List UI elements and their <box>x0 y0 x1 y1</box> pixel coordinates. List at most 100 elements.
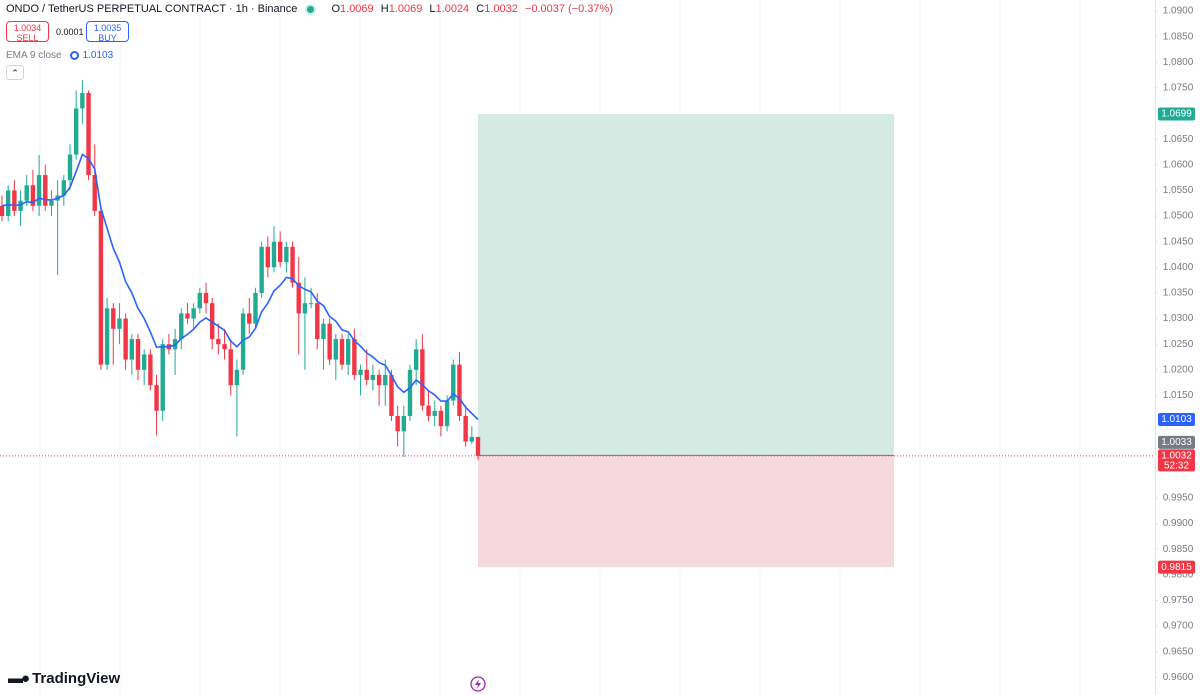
candle-body <box>222 344 227 350</box>
candle-body <box>111 308 116 329</box>
candle-body <box>333 339 339 360</box>
indicator-icon <box>69 50 79 60</box>
replay-icon-bolt <box>475 679 481 689</box>
y-tick-label: 1.0800 <box>1163 57 1194 68</box>
high-value: 1.0069 <box>388 3 423 15</box>
collapse-button[interactable]: ⌃ <box>6 65 24 80</box>
candle-body <box>253 292 258 324</box>
candle-body <box>104 308 110 365</box>
candle-body <box>395 415 400 432</box>
candle-body <box>315 303 320 340</box>
sell-button[interactable]: 1.0034 SELL <box>6 21 49 43</box>
y-tick-label: 0.9850 <box>1163 544 1194 555</box>
low-key: L <box>429 3 436 15</box>
candle-body <box>5 190 11 217</box>
candle-body <box>407 369 413 416</box>
y-tick-label: 1.0600 <box>1163 159 1194 170</box>
candle-body <box>339 339 345 365</box>
candle-body <box>30 185 36 206</box>
y-tick-label: 1.0500 <box>1163 211 1194 222</box>
high-key: H <box>380 3 389 15</box>
candle-body <box>426 405 431 416</box>
y-tick-label: 1.0900 <box>1163 6 1194 17</box>
candle-body <box>247 313 252 324</box>
y-tick-label: 0.9800 <box>1163 569 1194 580</box>
buy-price: 1.0035 <box>93 23 122 33</box>
entry-label-bg <box>1158 435 1195 449</box>
candle-body <box>345 339 351 365</box>
candle-body <box>271 241 277 268</box>
ema-line <box>1 153 479 421</box>
sell-price: 1.0034 <box>13 23 42 33</box>
candle-body <box>141 354 147 370</box>
close-key: C <box>476 3 485 15</box>
indicator-name: EMA 9 close <box>6 50 62 61</box>
stop-label: 0.9815 <box>1161 562 1192 573</box>
candle-body <box>203 292 209 304</box>
y-tick-label: 1.0400 <box>1163 262 1194 273</box>
last-price-label-countdown: 52:32 <box>1164 461 1189 472</box>
candle-body <box>259 246 264 293</box>
indicator-legend[interactable]: EMA 9 close 1.0103 <box>6 50 113 61</box>
candle-body <box>457 364 462 416</box>
candle-body <box>370 374 376 381</box>
open-value: 1.0069 <box>340 3 374 15</box>
candle-body <box>80 93 85 109</box>
candle-body <box>117 318 122 329</box>
branding: ▬● TradingView <box>8 670 120 687</box>
buy-label: BUY <box>98 33 117 43</box>
candle-body <box>463 415 468 442</box>
y-tick-label: 1.0650 <box>1163 134 1194 145</box>
close-value: 1.0032 <box>484 3 518 15</box>
candle-body <box>160 344 165 411</box>
brand-name: TradingView <box>32 670 121 687</box>
y-tick-label: 0.9900 <box>1163 518 1194 529</box>
candle-body <box>123 318 128 360</box>
candle-body <box>67 154 73 181</box>
candle-body <box>413 349 419 370</box>
candle-body <box>197 292 203 309</box>
ema-label: 1.0103 <box>1161 414 1192 425</box>
candle-body <box>432 410 437 416</box>
indicator-value: 1.0103 <box>82 50 114 61</box>
y-tick-label: 1.0200 <box>1163 364 1194 375</box>
y-tick-label: 0.9950 <box>1163 493 1194 504</box>
open-key: O <box>331 3 341 15</box>
y-tick-label: 1.0450 <box>1163 236 1194 247</box>
candle-body <box>209 303 215 340</box>
last-price-label: 1.0032 <box>1161 451 1192 462</box>
candle-body <box>321 323 326 340</box>
candle-body <box>358 369 363 375</box>
candle-body <box>154 385 159 411</box>
candle-body <box>24 185 29 201</box>
last-price-label-bg <box>1158 449 1195 472</box>
candle-body <box>135 339 141 370</box>
logo: ▬● <box>8 670 30 687</box>
candle-body <box>49 200 54 206</box>
candle-body <box>401 415 407 432</box>
symbol[interactable]: ONDO / TetherUS PERPETUAL CONTRACT · 1h … <box>6 3 298 15</box>
candle-body <box>61 180 67 196</box>
buy-button[interactable]: 1.0035 BUY <box>86 21 129 43</box>
candle-body <box>148 354 153 386</box>
candle-body <box>228 349 233 386</box>
candle-body <box>352 339 357 375</box>
y-tick-label: 1.0750 <box>1163 83 1194 94</box>
candle-body <box>475 436 481 456</box>
candle-body <box>444 400 450 427</box>
y-tick-label: 0.9600 <box>1163 672 1194 683</box>
replay-icon[interactable] <box>470 676 486 692</box>
y-tick-label: 1.0350 <box>1163 288 1194 299</box>
candle-body <box>98 210 104 365</box>
candle-body <box>302 303 308 314</box>
candle-body <box>12 190 17 211</box>
entry-label: 1.0033 <box>1161 437 1192 448</box>
market-status <box>307 5 315 13</box>
y-tick-label: 1.0300 <box>1163 313 1194 324</box>
candle-body <box>191 308 196 319</box>
y-tick-label: 1.0550 <box>1163 185 1194 196</box>
candle-body <box>308 303 314 305</box>
candle-body <box>265 246 271 268</box>
